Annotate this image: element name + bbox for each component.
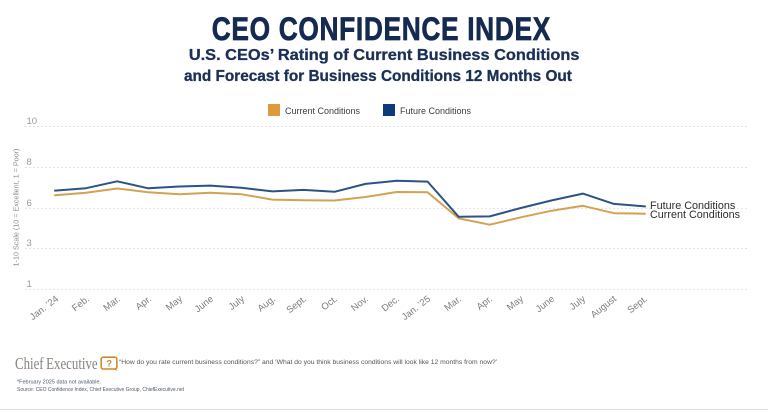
svg-text:3: 3 [27,238,32,249]
svg-text:May: May [505,294,526,314]
svg-text:May: May [164,294,185,314]
svg-text:August: August [589,293,619,320]
svg-text:Jan. ’24: Jan. ’24 [28,294,61,323]
svg-text:Aug.: Aug. [256,294,278,315]
svg-text:Mar.: Mar. [443,294,464,314]
svg-text:Jan. ’25: Jan. ’25 [400,294,433,323]
svg-text:July: July [227,294,247,313]
svg-text:1: 1 [27,279,32,290]
svg-text:6: 6 [27,198,32,209]
svg-text:8: 8 [27,157,32,168]
svg-text:Nov.: Nov. [349,294,371,314]
svg-text:June: June [193,294,216,315]
svg-text:Sept.: Sept. [626,294,650,316]
svg-text:?: ? [106,359,112,370]
svg-text:Oct.: Oct. [319,294,340,313]
svg-text:Apr.: Apr. [134,294,154,313]
svg-text:July: July [568,294,588,313]
svg-text:Dec.: Dec. [380,294,402,315]
svg-text:10: 10 [27,116,38,127]
svg-text:1-10 Scale (10 = Excellent, 1: 1-10 Scale (10 = Excellent, 1 = Poor) [12,149,21,267]
svg-text:Feb.: Feb. [70,294,92,314]
svg-text:June: June [534,294,557,315]
svg-text:Mar.: Mar. [102,294,123,314]
svg-text:Sept.: Sept. [285,294,309,316]
svg-text:Apr.: Apr. [475,294,495,313]
